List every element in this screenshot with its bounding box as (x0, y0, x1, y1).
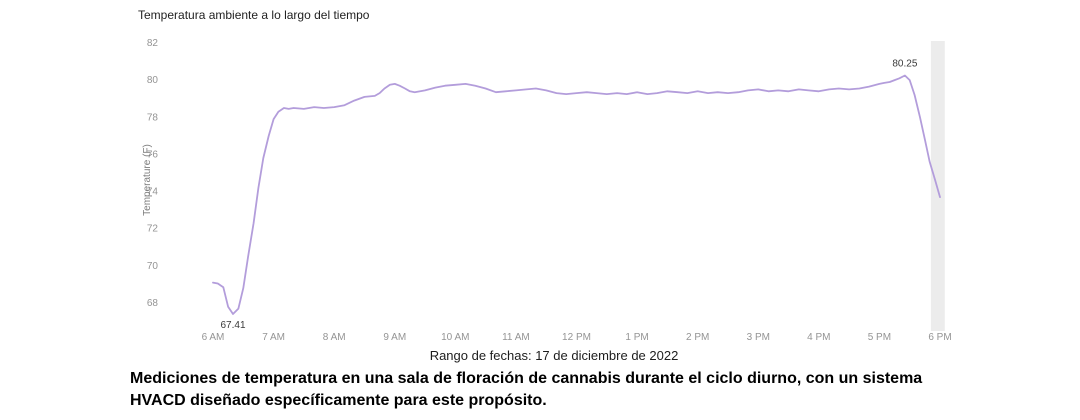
point-annotation: 80.25 (892, 59, 917, 70)
point-annotation: 67.41 (220, 320, 245, 331)
x-tick-label: 6 AM (202, 332, 225, 343)
x-tick-label: 1 PM (625, 332, 648, 343)
x-tick-label: 5 PM (868, 332, 891, 343)
temperature-series-line (212, 74, 941, 315)
x-tick-label: 2 PM (686, 332, 709, 343)
chart-caption: Mediciones de temperatura en una sala de… (130, 370, 923, 409)
x-tick-label: 4 PM (807, 332, 830, 343)
y-tick-label: 76 (147, 149, 159, 160)
y-tick-label: 74 (147, 187, 159, 198)
y-tick-label: 82 (147, 38, 159, 49)
x-tick-label: 8 AM (323, 332, 346, 343)
x-tick-label: 6 PM (928, 332, 951, 343)
date-range-label: Rango de fechas: 17 de diciembre de 2022 (429, 348, 679, 363)
y-axis-label: Temperature (F) (142, 144, 153, 216)
x-tick-label: 3 PM (747, 332, 770, 343)
x-tick-label: 11 AM (502, 332, 530, 343)
y-tick-label: 70 (147, 261, 159, 272)
y-tick-label: 78 (147, 112, 159, 123)
chart-title: Temperatura ambiente a lo largo del tiem… (138, 8, 370, 22)
y-tick-label: 80 (147, 75, 159, 86)
x-tick-label: 9 AM (383, 332, 406, 343)
x-tick-label: 10 AM (441, 332, 469, 343)
highlight-band (930, 41, 945, 331)
x-tick-label: 7 AM (262, 332, 285, 343)
x-tick-label: 12 PM (562, 332, 591, 343)
y-tick-label: 68 (147, 298, 159, 309)
y-tick-label: 72 (147, 224, 159, 235)
temperature-line-chart: 68 70 72 74 76 78 80 82 6 AM 7 AM 8 AM 9 AM 10 AM 11 … (147, 38, 952, 343)
